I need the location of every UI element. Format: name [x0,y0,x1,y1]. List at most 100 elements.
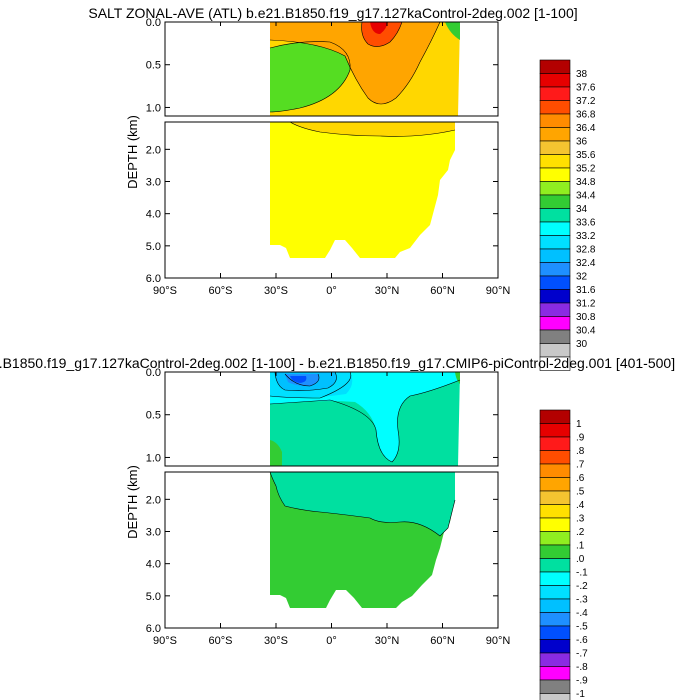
top-axes: 90°S 60°S 30°S 0° 30°N 60°N 90°N 0.0 0.5 1.0 2.0 3.… [146,17,511,297]
bottom-upper-contour-4 [284,373,320,387]
top-colorbar-label: 35.6 [576,150,596,161]
bottom-colorbar-label: .8 [576,446,585,457]
bottom-colorbar-swatch [539,571,571,586]
bottom-lower-field-neg-upper [270,472,455,536]
top-colorbar-swatch [539,221,571,236]
bottom-colorbar-label: .0 [576,554,585,565]
top-colorbar-label: 36.8 [576,110,596,121]
top-colorbar-label: 30.8 [576,312,596,323]
top-upper-y-tick-label: 0.5 [146,60,161,72]
top-colorbar-swatch [539,262,571,277]
bottom-x-tick-label: 60°S [209,635,233,647]
top-upper-field-fresh-south [270,41,351,112]
bottom-upper-y-tick-label: 1.0 [146,452,161,464]
bottom-lower-y-tick-label: 6.0 [146,623,161,635]
bottom-colorbar-label: -.9 [576,676,588,687]
top-lower-contour-1 [289,122,456,137]
top-x-tick-label: 90°S [153,285,177,297]
top-colorbar-label: 30.4 [576,326,596,337]
bottom-lower-y-tick-label: 2.0 [146,494,161,506]
top-colorbar-label: 32 [576,272,588,283]
top-colorbar-label: 36.4 [576,123,596,134]
top-colorbar-label: 30 [576,339,588,350]
bottom-lower-panel-field [269,472,456,608]
top-x-tick-label: 0° [326,285,337,297]
bottom-colorbar-label: -.6 [576,635,588,646]
bottom-x-tick-label: 0° [326,635,337,647]
bottom-upper-field-pos-south [270,440,282,466]
bottom-colorbar-swatch [539,504,571,519]
top-lower-y-tick-label: 6.0 [146,273,161,285]
bottom-colorbar-swatch [539,409,571,424]
bottom-upper-contour-1 [269,379,461,463]
bottom-colorbar-swatch [539,598,571,613]
top-lower-field-base [270,122,455,258]
top-colorbar-swatch [539,235,571,250]
bottom-colorbar-label: .3 [576,514,585,525]
top-colorbar-swatch [539,59,571,74]
top-colorbar-label: 31.6 [576,285,596,296]
bottom-colorbar-label: .7 [576,460,585,471]
bottom-colorbar-label: .1 [576,541,585,552]
bottom-colorbar-swatch [539,463,571,478]
top-colorbar-swatch [539,316,571,331]
bottom-colorbar-swatch [539,517,571,532]
top-lower-y-tick-label: 4.0 [146,209,161,221]
bottom-x-tick-label: 30°S [264,635,288,647]
bottom-colorbar-label: -.1 [576,568,588,579]
top-colorbar-label: 37.6 [576,83,596,94]
bottom-colorbar-swatch [539,450,571,465]
top-colorbar-label: 34.4 [576,191,596,202]
top-plot: SALT ZONAL-AVE (ATL) b.e21.B1850.f19_g17… [88,5,596,371]
bottom-colorbar-label: -.4 [576,608,588,619]
top-colorbar-swatch [539,275,571,290]
top-lower-y-tick-label: 2.0 [146,144,161,156]
top-x-tick-label: 30°S [264,285,288,297]
bottom-plot: 1.B1850.f19_g17.127kaControl-2deg.002 [1… [0,355,675,700]
top-x-tick-label: 90°N [486,285,511,297]
bottom-colorbar-label: .4 [576,500,585,511]
top-colorbar-label: 34 [576,204,588,215]
top-colorbar-swatch [539,181,571,196]
top-colorbar-swatch [539,86,571,101]
bottom-colorbar-label: -.3 [576,595,588,606]
top-colorbar-label: 32.4 [576,258,596,269]
bottom-colorbar-swatch [539,490,571,505]
top-colorbar: 38 37.6 37.2 36.8 36.4 36 35.6 35.2 34.8 34.4 34 33… [539,59,596,371]
bottom-colorbar-swatch [539,679,571,694]
top-colorbar-label: 36 [576,137,588,148]
top-colorbar-swatch [539,356,571,371]
bottom-upper-field-neg5 [290,376,307,383]
bottom-plot-title: 1.B1850.f19_g17.127kaControl-2deg.002 [1… [0,355,675,371]
top-colorbar-label: 35.2 [576,164,596,175]
bottom-upper-y-tick-label: 0.5 [146,410,161,422]
top-upper-field-north-fresh [445,22,460,40]
top-colorbar-label: 32.8 [576,245,596,256]
bottom-colorbar-label: 1 [576,419,582,430]
top-upper-contour-1 [269,22,441,105]
bottom-colorbar-label: -.8 [576,662,588,673]
top-colorbar-swatch [539,329,571,344]
top-colorbar-swatch [539,140,571,155]
top-x-tick-label: 30°N [375,285,400,297]
bottom-y-axis-label: DEPTH (km) [125,465,140,539]
bottom-colorbar-label: -1 [576,689,585,700]
bottom-colorbar-swatch [539,477,571,492]
bottom-colorbar-swatch [539,585,571,600]
top-upper-panel-field [269,22,460,116]
bottom-x-tick-label: 30°N [375,635,400,647]
top-lower-field-salty-upper [290,122,455,137]
bottom-colorbar-label: .6 [576,473,585,484]
bottom-upper-panel-field [269,372,461,466]
bottom-lower-y-tick-label: 5.0 [146,591,161,603]
top-colorbar-label: 33.6 [576,218,596,229]
bottom-axes: 90°S 60°S 30°S 0° 30°N 60°N 90°N 0.0 0.5 1.0 2.0 3.… [146,367,511,647]
bottom-colorbar-label: .5 [576,487,585,498]
top-lower-panel-field [270,122,456,258]
top-colorbar-swatch [539,127,571,142]
bottom-colorbar-swatch [539,436,571,451]
top-x-tick-label: 60°N [430,285,455,297]
top-upper-y-tick-label: 0.0 [146,17,161,29]
top-upper-field-core [361,22,402,47]
